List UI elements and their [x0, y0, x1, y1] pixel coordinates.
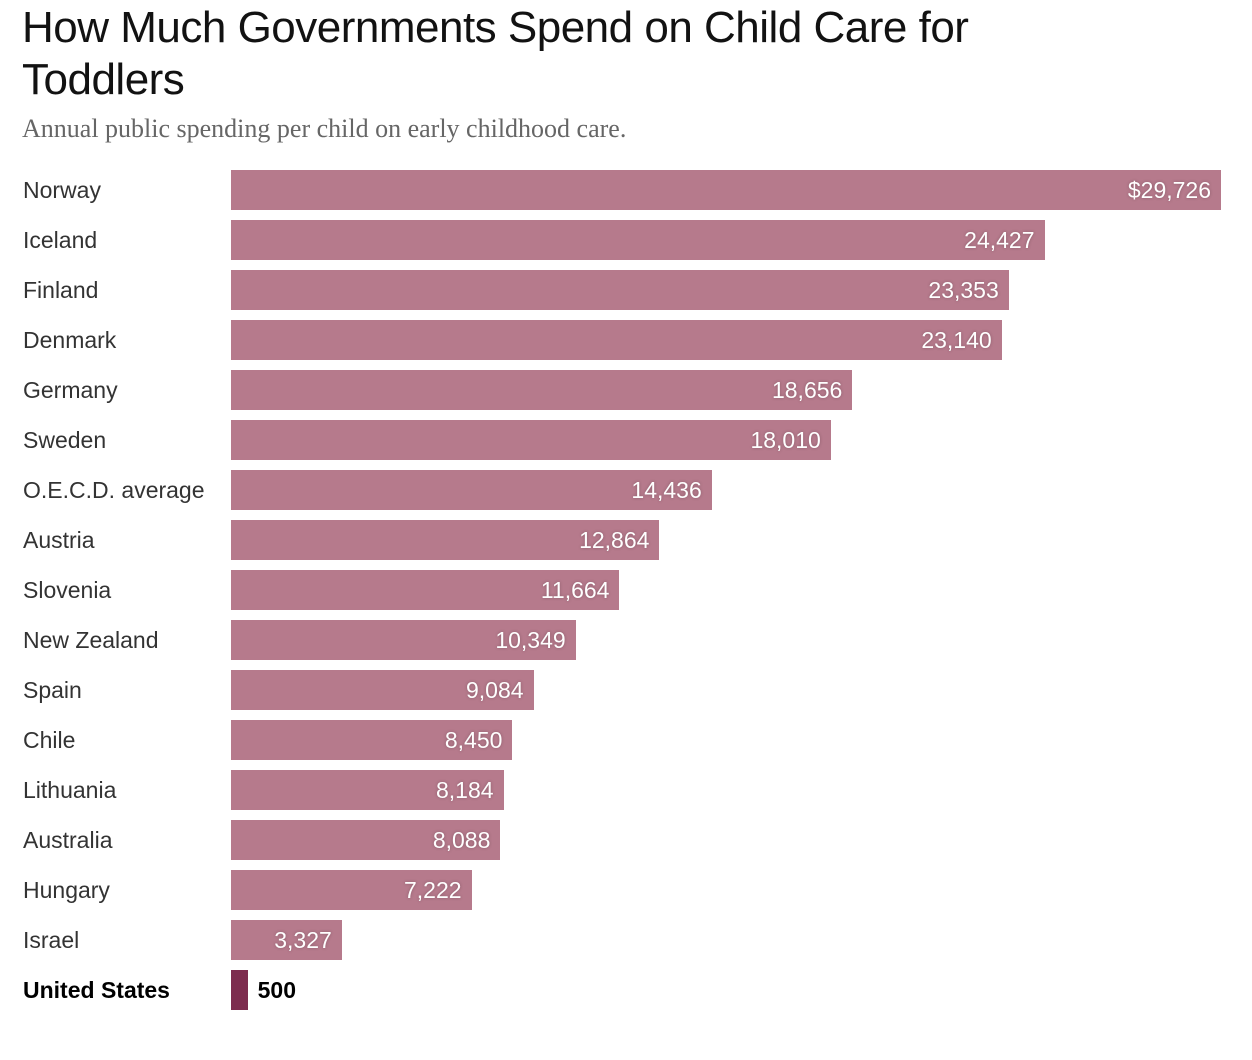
value-label: 18,010 [750, 427, 821, 453]
bar [231, 720, 513, 760]
value-label: 500 [257, 977, 297, 1003]
chart-title: How Much Governments Spend on Child Care… [22, 3, 969, 104]
bar [231, 770, 504, 810]
category-label: Germany [23, 377, 118, 403]
value-label: 9,084 [465, 677, 524, 703]
value-label: 12,864 [579, 527, 650, 553]
bar [231, 170, 1221, 210]
value-label: 7,222 [403, 877, 462, 903]
value-label: 23,353 [928, 277, 999, 303]
bar [231, 320, 1002, 360]
category-label: Australia [23, 827, 113, 853]
bar-chart: Norway $29,726 Iceland 24,427 Finland 23,353 D… [23, 170, 1221, 1010]
category-label: Denmark [23, 327, 117, 353]
bar [231, 920, 342, 960]
value-label: 18,656 [771, 377, 843, 403]
bar [231, 520, 660, 560]
category-label: O.E.C.D. average [23, 477, 205, 503]
category-label: Spain [23, 677, 82, 703]
bar [231, 220, 1045, 260]
value-label: 24,427 [964, 227, 1035, 253]
value-label: 10,349 [495, 627, 566, 653]
value-label: $29,726 [1127, 177, 1211, 203]
value-label: 11,664 [540, 577, 610, 603]
category-label: Iceland [23, 227, 98, 253]
category-label: Slovenia [23, 577, 112, 603]
value-label: 8,088 [432, 827, 491, 853]
bar [231, 470, 712, 510]
category-label: Norway [23, 177, 101, 203]
category-label: Chile [23, 727, 76, 753]
category-label: Lithuania [23, 777, 117, 803]
value-label: 23,140 [921, 327, 992, 353]
bar [231, 570, 620, 610]
category-label: New Zealand [23, 627, 159, 653]
value-label: 3,327 [274, 927, 332, 953]
bar [231, 370, 853, 410]
bar [231, 870, 472, 910]
bar [231, 820, 501, 860]
category-label: Israel [23, 927, 80, 953]
value-label: 8,450 [444, 727, 503, 753]
category-label: Finland [23, 277, 99, 303]
bar [231, 670, 534, 710]
bar [231, 970, 248, 1010]
bar [231, 620, 576, 660]
category-label: Austria [23, 527, 95, 553]
value-label: 8,184 [436, 777, 494, 803]
bar [231, 270, 1009, 310]
category-label: Sweden [23, 427, 107, 453]
chart-subtitle: Annual public spending per child on earl… [22, 114, 627, 143]
bar [231, 420, 831, 460]
value-label: 14,436 [631, 477, 702, 503]
page: How Much Governments Spend on Child Care… [22, 3, 1221, 1010]
category-label: Hungary [23, 877, 110, 903]
category-label: United States [23, 977, 170, 1003]
